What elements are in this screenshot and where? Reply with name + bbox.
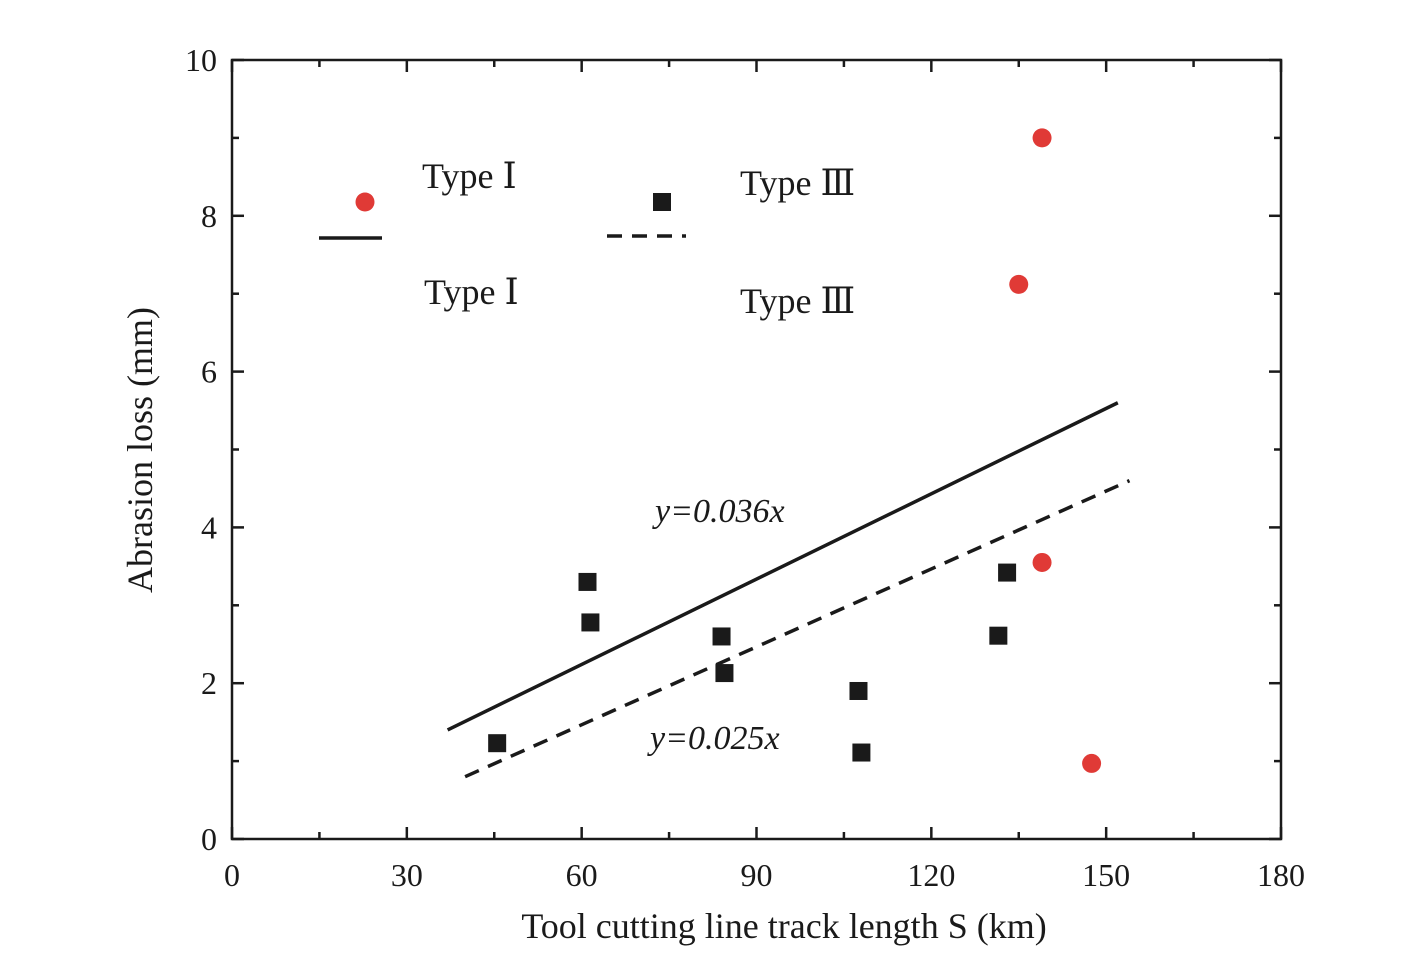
- x-tick-label: 0: [224, 857, 240, 893]
- fit-equation-type-i: y=0.036x: [652, 493, 785, 530]
- x-tick-label: 120: [907, 857, 955, 893]
- fit-lines: [446, 401, 1131, 779]
- data-points: [488, 128, 1102, 773]
- fit-line-type-iii-dashed: [464, 479, 1131, 779]
- data-point-type-iii: [488, 734, 507, 753]
- legend-label-type-iii-points: Type Ⅲ: [740, 163, 855, 203]
- data-point-type-iii: [852, 743, 871, 762]
- legend: Type Ⅰ Type Ⅲ Type Ⅰ Type Ⅲ: [319, 156, 855, 321]
- legend-marker-type-i-circle: [355, 192, 375, 212]
- x-tick-label: 150: [1082, 857, 1130, 893]
- y-tick-label: 2: [201, 665, 217, 701]
- legend-label-type-i-fit: Type Ⅰ: [424, 272, 519, 312]
- y-tick-label: 6: [201, 354, 217, 390]
- x-axis-title: Tool cutting line track length S (km): [521, 906, 1046, 946]
- y-tick-label: 4: [201, 509, 217, 545]
- fit-equation-type-iii: y=0.025x: [647, 720, 780, 757]
- axis-tick-labels: 0 30 60 90 120 150 180 0 2 4 6 8 10: [185, 42, 1305, 893]
- data-point-type-iii: [849, 681, 868, 700]
- data-point-type-iii: [998, 563, 1017, 582]
- data-point-type-iii: [715, 664, 734, 683]
- legend-label-type-iii-fit: Type Ⅲ: [740, 281, 855, 321]
- legend-marker-type-iii-square: [653, 193, 671, 211]
- data-point-type-iii: [581, 613, 600, 632]
- plot-frame: [230, 58, 1283, 841]
- data-point-type-iii: [578, 572, 597, 591]
- fit-line-type-i-solid: [446, 401, 1119, 732]
- x-tick-label: 30: [391, 857, 423, 893]
- x-tick-label: 60: [566, 857, 598, 893]
- y-tick-label: 8: [201, 198, 217, 234]
- x-tick-label: 180: [1257, 857, 1305, 893]
- y-tick-label: 10: [185, 42, 217, 78]
- x-tick-label: 90: [741, 857, 773, 893]
- legend-label-type-i-points: Type Ⅰ: [422, 156, 517, 196]
- data-point-type-i: [1032, 552, 1052, 572]
- data-point-type-i: [1032, 128, 1052, 148]
- data-point-type-i: [1009, 274, 1029, 294]
- y-axis-title: Abrasion loss (mm): [120, 307, 160, 593]
- data-point-type-iii: [989, 626, 1008, 645]
- y-tick-label: 0: [201, 821, 217, 857]
- data-point-type-i: [1082, 753, 1102, 773]
- data-point-type-iii: [712, 627, 731, 646]
